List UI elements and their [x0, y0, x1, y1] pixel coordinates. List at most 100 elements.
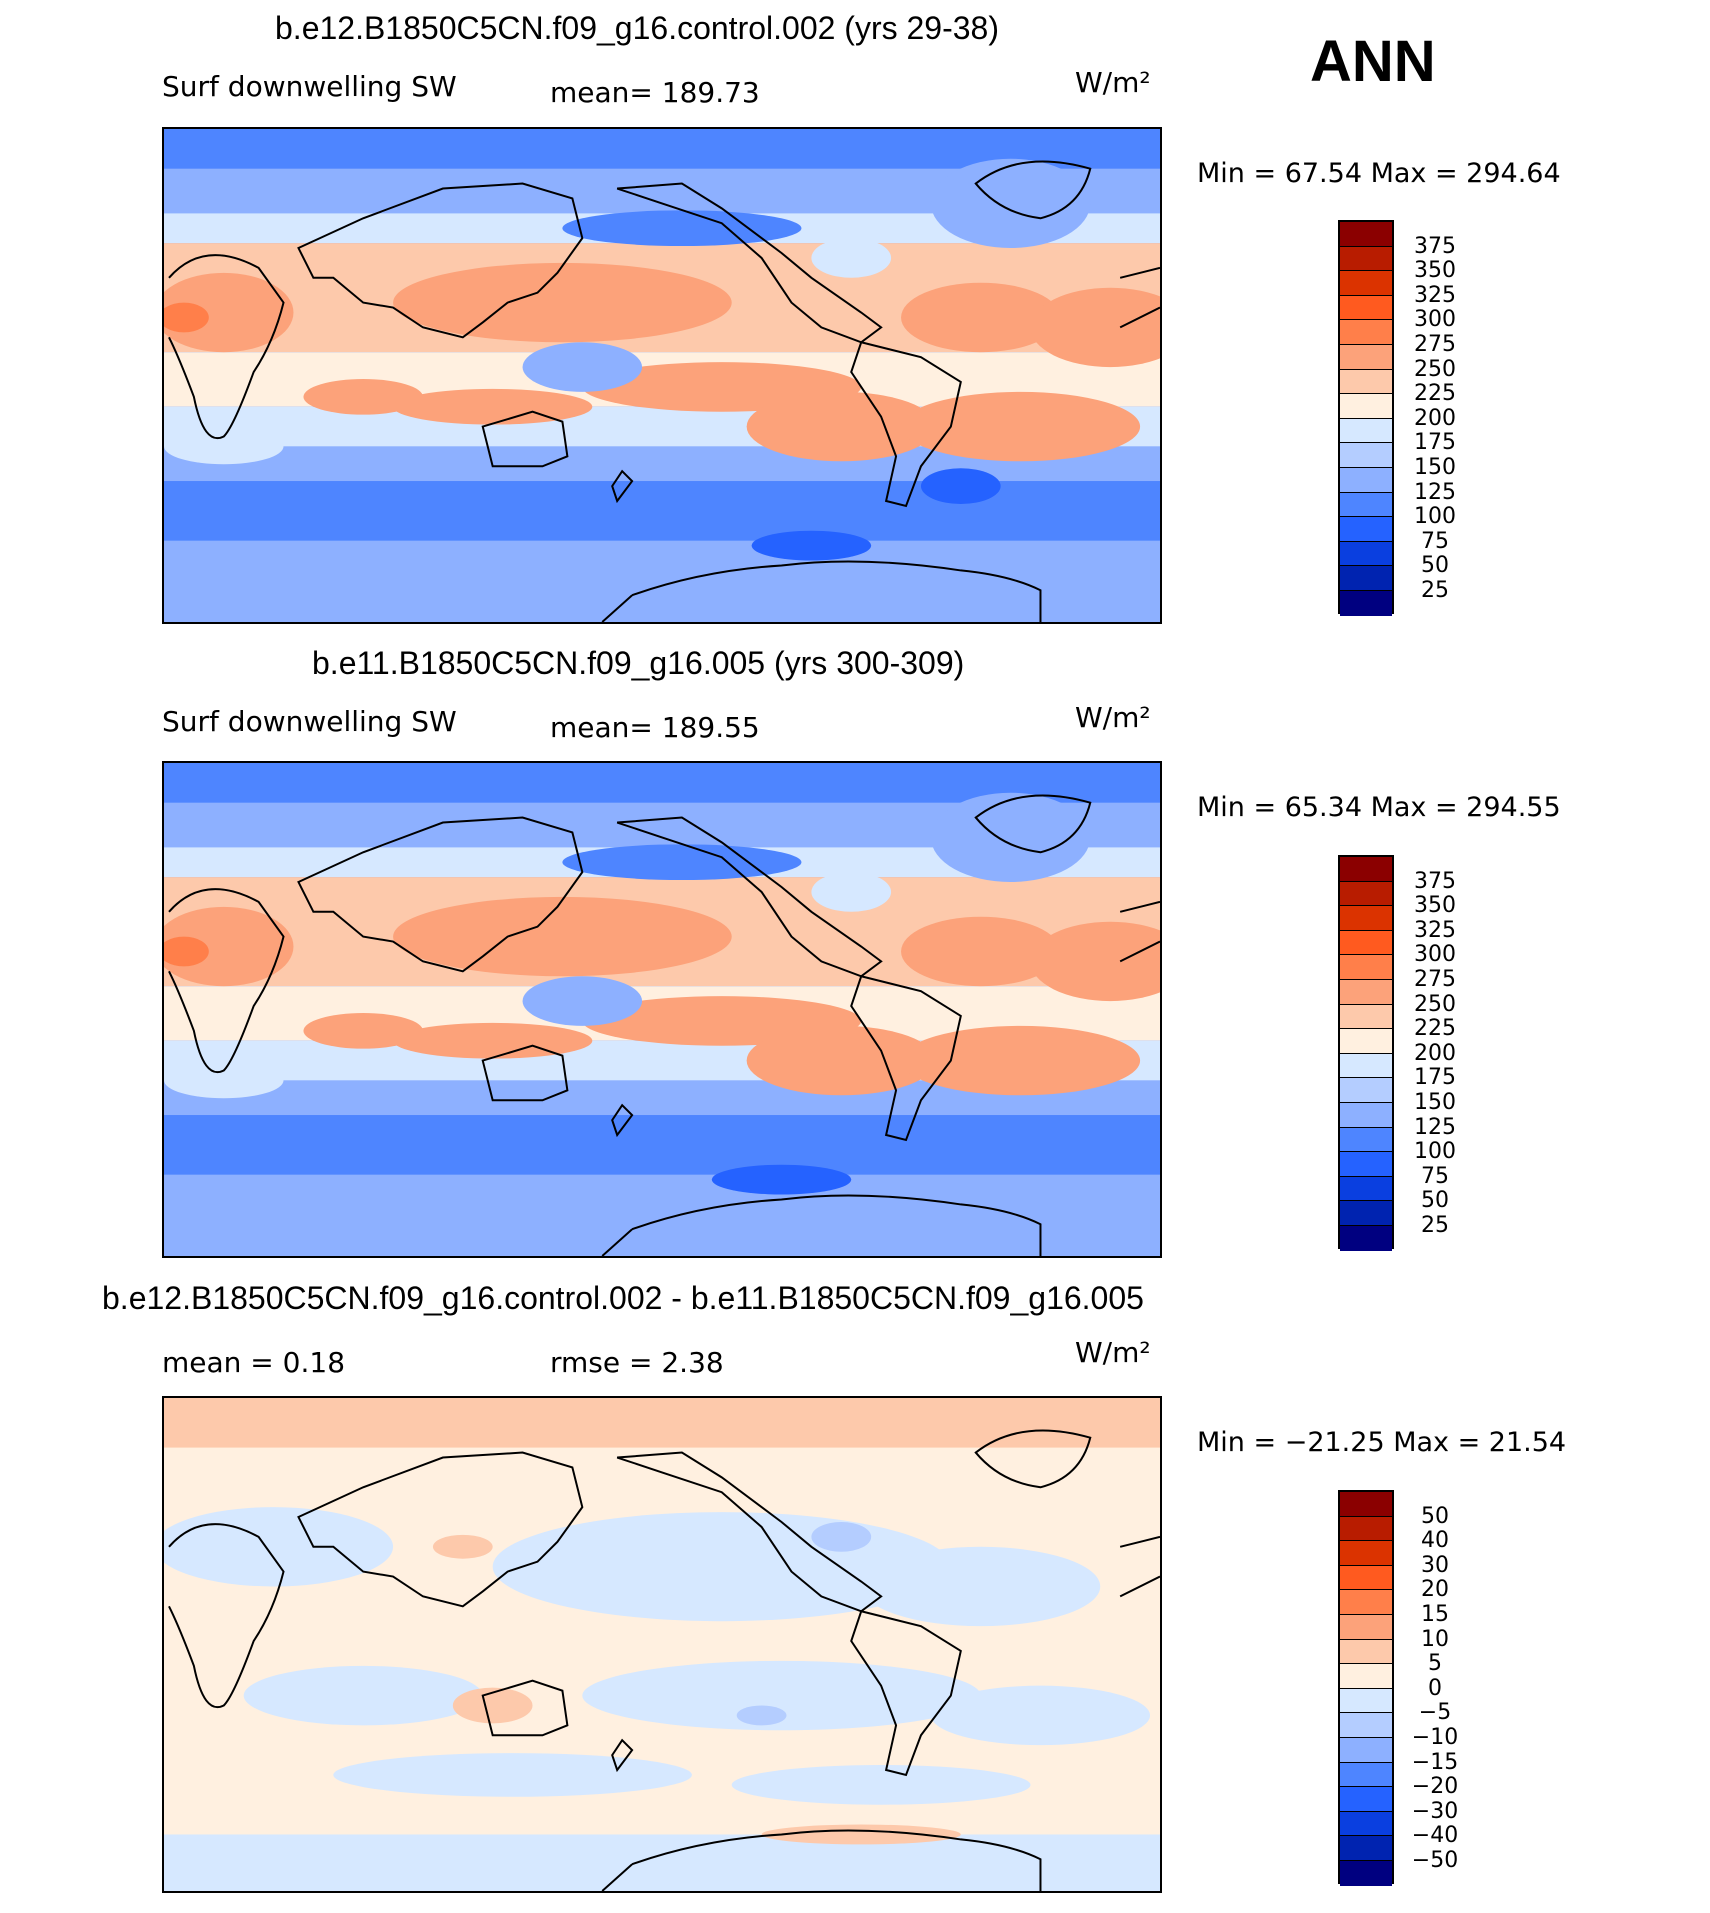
colorbar-tick-label: 50 [1421, 1504, 1449, 1529]
colorbar-tick-label: −40 [1411, 1823, 1459, 1848]
panel1-map [162, 127, 1162, 624]
colorbar-swatch [1340, 1787, 1392, 1812]
colorbar-swatch [1340, 1614, 1392, 1640]
colorbar-swatch [1340, 955, 1392, 980]
colorbar-swatch [1340, 1836, 1392, 1861]
colorbar-swatch [1340, 295, 1392, 321]
colorbar-tick-label: 350 [1414, 893, 1456, 918]
colorbar-swatch [1340, 930, 1392, 956]
colorbar-tick-label: 150 [1414, 1090, 1456, 1115]
colorbar-swatch [1340, 1004, 1392, 1030]
colorbar-swatch [1340, 1565, 1392, 1591]
colorbar-swatch [1340, 1541, 1392, 1566]
colorbar-swatch [1340, 1053, 1392, 1079]
colorbar-swatch [1340, 492, 1392, 518]
colorbar-tick-label: −20 [1411, 1774, 1459, 1799]
colorbar-swatch [1340, 1078, 1392, 1103]
colorbar-swatch [1340, 1737, 1392, 1763]
colorbar-swatch [1340, 1176, 1392, 1202]
colorbar-swatch [1340, 271, 1392, 296]
colorbar-swatch [1340, 320, 1392, 345]
colorbar-tick-label: 325 [1414, 283, 1456, 308]
colorbar-swatch [1340, 1127, 1392, 1153]
colorbar-tick-label: 225 [1414, 1016, 1456, 1041]
colorbar-swatch [1340, 1590, 1392, 1615]
panel2-colorbar [1338, 855, 1394, 1251]
colorbar-tick-label: −15 [1411, 1750, 1459, 1775]
colorbar-swatch [1340, 979, 1392, 1005]
panel3-colorbar [1338, 1490, 1394, 1886]
panel1-minmax: Min = 67.54 Max = 294.64 [1197, 158, 1561, 189]
colorbar-tick-label: 100 [1414, 504, 1456, 529]
panel1-mean: mean= 189.73 [550, 76, 760, 109]
colorbar-swatch [1340, 541, 1392, 567]
panel3-mean: mean = 0.18 [162, 1346, 346, 1379]
colorbar-swatch [1340, 906, 1392, 931]
colorbar-swatch [1340, 344, 1392, 370]
colorbar-tick-label: 50 [1421, 1188, 1449, 1213]
colorbar-swatch [1340, 1102, 1392, 1128]
colorbar-swatch [1340, 1639, 1392, 1665]
panel3-units: W/m² [1075, 1336, 1151, 1369]
colorbar-tick-label: −30 [1411, 1799, 1459, 1824]
colorbar-tick-label: 100 [1414, 1139, 1456, 1164]
colorbar-tick-label: 350 [1414, 258, 1456, 283]
colorbar-tick-label: 75 [1421, 1164, 1449, 1189]
colorbar-tick-label: −5 [1418, 1700, 1452, 1725]
colorbar-tick-label: 175 [1414, 1065, 1456, 1090]
colorbar-tick-label: 225 [1414, 381, 1456, 406]
colorbar-tick-label: 300 [1414, 942, 1456, 967]
colorbar-swatch [1340, 246, 1392, 272]
colorbar-tick-label: 300 [1414, 307, 1456, 332]
colorbar-tick-label: 375 [1414, 869, 1456, 894]
panel3-map [162, 1396, 1162, 1893]
colorbar-tick-label: 250 [1414, 992, 1456, 1017]
panel1-colorbar [1338, 220, 1394, 616]
colorbar-tick-label: −10 [1411, 1725, 1459, 1750]
panel2-variable-label: Surf downwelling SW [162, 705, 457, 738]
colorbar-tick-label: 25 [1421, 578, 1449, 603]
panel2-mean: mean= 189.55 [550, 711, 760, 744]
colorbar-tick-label: 0 [1428, 1676, 1442, 1701]
panel3-minmax: Min = −21.25 Max = 21.54 [1197, 1427, 1567, 1458]
colorbar-swatch [1340, 1029, 1392, 1054]
panel2-title: b.e11.B1850C5CN.f09_g16.005 (yrs 300-309… [312, 645, 965, 681]
colorbar-swatch [1340, 1516, 1392, 1542]
colorbar-tick-label: 275 [1414, 967, 1456, 992]
colorbar-swatch [1340, 418, 1392, 444]
colorbar-tick-label: 275 [1414, 332, 1456, 357]
colorbar-swatch [1340, 1811, 1392, 1837]
colorbar-tick-label: 15 [1421, 1602, 1449, 1627]
colorbar-swatch [1340, 369, 1392, 395]
colorbar-swatch [1340, 1492, 1392, 1517]
colorbar-tick-label: 75 [1421, 529, 1449, 554]
colorbar-swatch [1340, 1225, 1392, 1251]
colorbar-tick-label: 5 [1428, 1651, 1442, 1676]
colorbar-tick-label: 200 [1414, 406, 1456, 431]
panel2-units: W/m² [1075, 701, 1151, 734]
season-label: ANN [1310, 29, 1436, 94]
colorbar-tick-label: 20 [1421, 1577, 1449, 1602]
colorbar-swatch [1340, 1713, 1392, 1738]
colorbar-tick-label: 10 [1421, 1627, 1449, 1652]
colorbar-tick-label: 250 [1414, 357, 1456, 382]
colorbar-tick-label: 125 [1414, 480, 1456, 505]
colorbar-swatch [1340, 1664, 1392, 1689]
colorbar-swatch [1340, 1762, 1392, 1788]
colorbar-swatch [1340, 443, 1392, 468]
colorbar-swatch [1340, 1688, 1392, 1714]
panel3-title: b.e12.B1850C5CN.f09_g16.control.002 - b.… [102, 1280, 1144, 1316]
colorbar-tick-label: 50 [1421, 553, 1449, 578]
colorbar-tick-label: 175 [1414, 430, 1456, 455]
colorbar-swatch [1340, 881, 1392, 907]
colorbar-tick-label: 150 [1414, 455, 1456, 480]
colorbar-tick-label: 325 [1414, 918, 1456, 943]
colorbar-tick-label: 375 [1414, 234, 1456, 259]
colorbar-swatch [1340, 857, 1392, 882]
colorbar-swatch [1340, 517, 1392, 542]
colorbar-swatch [1340, 1860, 1392, 1886]
panel1-units: W/m² [1075, 66, 1151, 99]
colorbar-swatch [1340, 394, 1392, 419]
colorbar-tick-label: 25 [1421, 1213, 1449, 1238]
colorbar-swatch [1340, 467, 1392, 493]
